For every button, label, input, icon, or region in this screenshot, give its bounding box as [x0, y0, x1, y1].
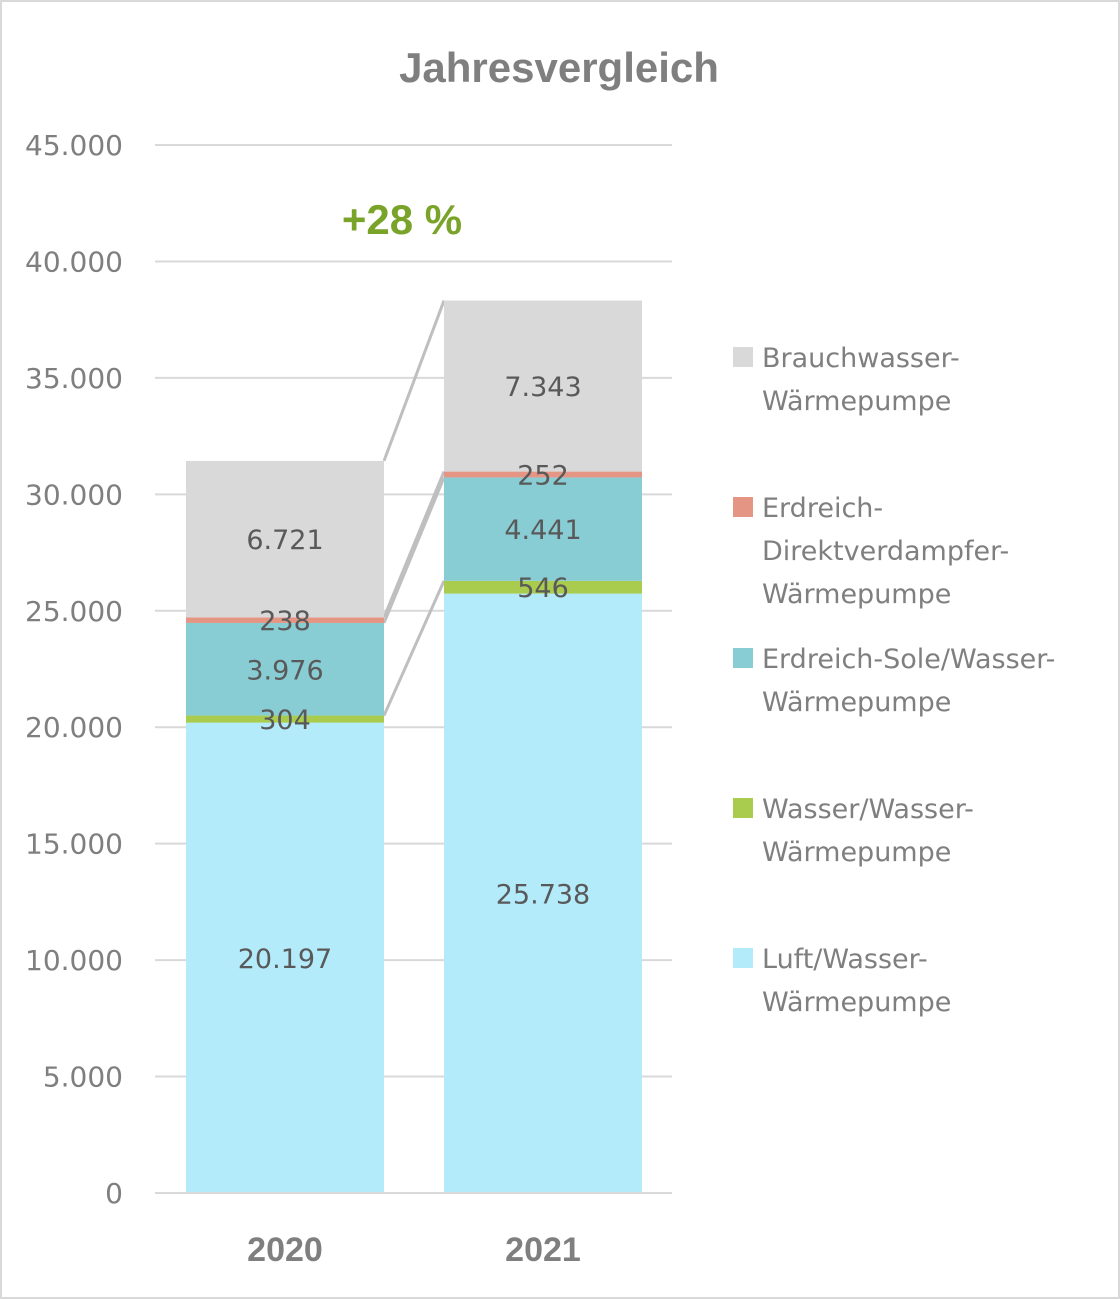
x-tick-label: 2020 [247, 1231, 323, 1269]
data-label: 3.976 [246, 655, 323, 686]
connector-line [382, 300, 446, 462]
growth-annotation: +28 % [342, 196, 462, 243]
bar-segment [186, 715, 384, 723]
y-tick-label: 0 [105, 1177, 123, 1210]
data-label: 252 [517, 461, 569, 492]
legend-swatch [733, 948, 753, 968]
y-tick-label: 20.000 [25, 711, 123, 744]
y-axis-ticks: 0 5.000 10.000 15.000 20.000 25.000 30.000 35.0… [25, 129, 123, 1210]
bar-segment [444, 593, 642, 1193]
y-tick-label: 30.000 [25, 478, 123, 511]
legend-label: Erdreich- [762, 493, 883, 524]
connector-line [382, 476, 446, 624]
legend-swatch [733, 798, 753, 818]
bar-segment [444, 477, 642, 581]
legend-label: Brauchwasser- [762, 343, 960, 374]
legend: Brauchwasser- Wärmepumpe Erdreich- Direktve… [733, 343, 1055, 1018]
data-label: 6.721 [246, 525, 323, 556]
bars [186, 300, 642, 1193]
legend-label: Wärmepumpe [762, 837, 951, 868]
legend-item: Erdreich- Direktverdampfer- Wärmepumpe [733, 493, 1009, 610]
x-axis-ticks: 2020 2021 [155, 1192, 672, 1269]
bar-segment [444, 300, 642, 472]
legend-swatch [733, 648, 753, 668]
x-tick-label: 2021 [505, 1231, 581, 1269]
legend-swatch [733, 497, 753, 517]
legend-label: Wasser/Wasser- [762, 794, 974, 825]
y-tick-label: 15.000 [25, 828, 123, 861]
data-labels: 20.197 304 3.976 238 6.721 25.738 546 4.441 252 7… [238, 372, 590, 975]
chart-title: Jahresvergleich [399, 44, 719, 91]
data-label: 7.343 [504, 372, 581, 403]
data-label: 20.197 [238, 944, 332, 975]
legend-item: Luft/Wasser- Wärmepumpe [733, 944, 951, 1018]
bar-segment [186, 460, 384, 618]
legend-swatch [733, 347, 753, 367]
legend-item: Wasser/Wasser- Wärmepumpe [733, 794, 974, 868]
data-label: 304 [259, 705, 311, 736]
data-label: 4.441 [504, 515, 581, 546]
legend-label: Direktverdampfer- [762, 536, 1009, 567]
bar-segment [186, 617, 384, 623]
y-tick-label: 10.000 [25, 944, 123, 977]
data-label: 546 [517, 573, 569, 604]
bar-segment [186, 722, 384, 1193]
y-tick-label: 5.000 [43, 1061, 123, 1094]
legend-label: Luft/Wasser- [762, 944, 928, 975]
y-tick-label: 40.000 [25, 245, 123, 278]
legend-item: Erdreich-Sole/Wasser- Wärmepumpe [733, 644, 1055, 718]
bar-segment [186, 622, 384, 716]
legend-label: Wärmepumpe [762, 386, 951, 417]
y-tick-label: 35.000 [25, 362, 123, 395]
legend-item: Brauchwasser- Wärmepumpe [733, 343, 960, 417]
legend-label: Erdreich-Sole/Wasser- [762, 644, 1055, 675]
y-tick-label: 25.000 [25, 595, 123, 628]
legend-label: Wärmepumpe [762, 687, 951, 718]
series-connector-lines [382, 300, 446, 717]
connector-line [382, 471, 446, 618]
connector-line [382, 580, 446, 717]
y-tick-label: 45.000 [25, 129, 123, 162]
bar-segment [444, 471, 642, 478]
data-label: 25.738 [496, 879, 590, 910]
legend-label: Wärmepumpe [762, 987, 951, 1018]
legend-label: Wärmepumpe [762, 579, 951, 610]
bar-segment [444, 580, 642, 594]
data-label: 238 [259, 606, 311, 637]
